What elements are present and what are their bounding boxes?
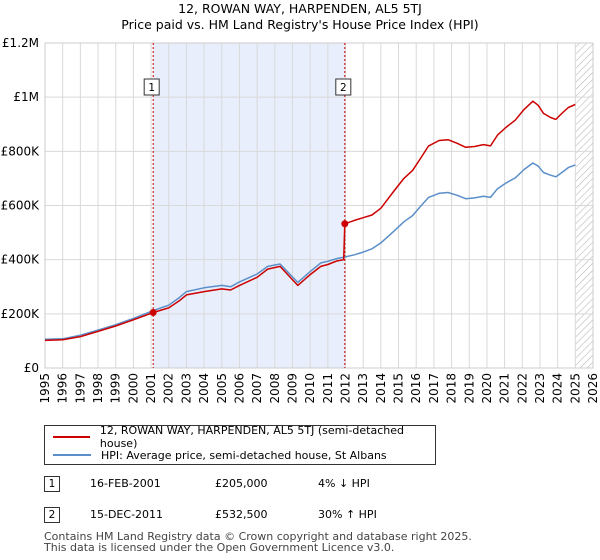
legend-swatch-hpi (53, 454, 91, 456)
transaction-number-badge: 1 (44, 476, 60, 492)
x-tick-label: 2014 (374, 373, 388, 404)
x-tick-label: 2007 (250, 373, 264, 404)
legend-item-property: 12, ROWAN WAY, HARPENDEN, AL5 5TJ (semi-… (53, 424, 435, 450)
transaction-hpi-diff: 4% ↓ HPI (318, 477, 370, 490)
legend-swatch-property (53, 436, 90, 438)
transaction-point (341, 220, 349, 228)
x-tick-label: 2017 (427, 373, 441, 404)
transaction-point (149, 308, 157, 316)
x-tick-label: 2015 (392, 373, 406, 404)
y-tick-label: £1M (13, 90, 39, 104)
transaction-label-number: 2 (340, 82, 347, 94)
x-tick-label: 2003 (179, 373, 193, 404)
x-tick-label: 1997 (73, 373, 87, 404)
chart-subtitle: Price paid vs. HM Land Registry's House … (121, 17, 479, 32)
x-tick-label: 2002 (162, 373, 176, 404)
x-tick-label: 2013 (356, 373, 370, 404)
x-tick-label: 2012 (339, 373, 353, 404)
x-tick-label: 1996 (56, 373, 70, 404)
legend-label-hpi: HPI: Average price, semi-detached house,… (101, 448, 387, 462)
y-tick-label: £1.2M (2, 36, 39, 50)
x-tick-label: 2020 (480, 373, 494, 404)
transaction-price: £205,000 (215, 477, 268, 490)
legend-label-property: 12, ROWAN WAY, HARPENDEN, AL5 5TJ (semi-… (99, 424, 404, 450)
chart-title: 12, ROWAN WAY, HARPENDEN, AL5 5TJ (178, 1, 422, 16)
x-tick-label: 2009 (285, 373, 299, 404)
x-tick-label: 2026 (586, 373, 600, 404)
y-tick-label: £0 (24, 361, 39, 375)
y-tick-label: £400K (1, 253, 41, 267)
x-tick-label: 1998 (91, 373, 105, 404)
transaction-date: 15-DEC-2011 (90, 508, 164, 521)
transaction-label-box (143, 78, 160, 96)
chart-legend: 12, ROWAN WAY, HARPENDEN, AL5 5TJ (semi-… (44, 424, 436, 465)
transaction-label-number: 1 (148, 82, 155, 94)
x-tick-label: 2011 (321, 373, 335, 404)
x-tick-label: 2021 (498, 373, 512, 404)
x-tick-label: 2000 (126, 373, 140, 404)
footer-line-copyright: Contains HM Land Registry data © Crown c… (44, 530, 472, 543)
x-tick-label: 2016 (409, 373, 423, 404)
x-tick-label: 2023 (533, 373, 547, 404)
x-tick-label: 2004 (197, 373, 211, 404)
footer-attribution: Contains HM Land Registry data © Crown c… (44, 531, 472, 553)
x-tick-label: 1999 (109, 373, 123, 404)
x-tick-label: 2024 (551, 373, 565, 404)
x-tick-label: 2019 (462, 373, 476, 404)
transaction-number-badge: 2 (44, 507, 60, 523)
y-tick-label: £800K (1, 144, 41, 158)
chart-title-block: 12, ROWAN WAY, HARPENDEN, AL5 5TJ Price … (0, 0, 600, 33)
y-tick-label: £200K (1, 307, 41, 321)
transaction-date: 16-FEB-2001 (90, 477, 161, 490)
transaction-price: £532,500 (215, 508, 268, 521)
x-tick-label: 2001 (144, 373, 158, 404)
x-tick-label: 2005 (215, 373, 229, 404)
x-tick-label: 2010 (303, 373, 317, 404)
footer-line-licence: This data is licensed under the Open Gov… (44, 541, 395, 554)
plot-border (44, 42, 594, 369)
x-tick-label: 2006 (232, 373, 246, 404)
series-line-property (44, 100, 576, 342)
transaction-label-box (335, 78, 352, 96)
series-line-hpi (44, 162, 576, 341)
legend-item-hpi: HPI: Average price, semi-detached house,… (53, 447, 387, 463)
x-tick-label: 2022 (515, 373, 529, 404)
y-tick-label: £600K (1, 199, 41, 213)
x-tick-label: 1995 (38, 373, 52, 404)
x-tick-label: 2025 (568, 373, 582, 404)
transaction-hpi-diff: 30% ↑ HPI (318, 508, 377, 521)
x-tick-label: 2008 (268, 373, 282, 404)
x-tick-label: 2018 (445, 373, 459, 404)
